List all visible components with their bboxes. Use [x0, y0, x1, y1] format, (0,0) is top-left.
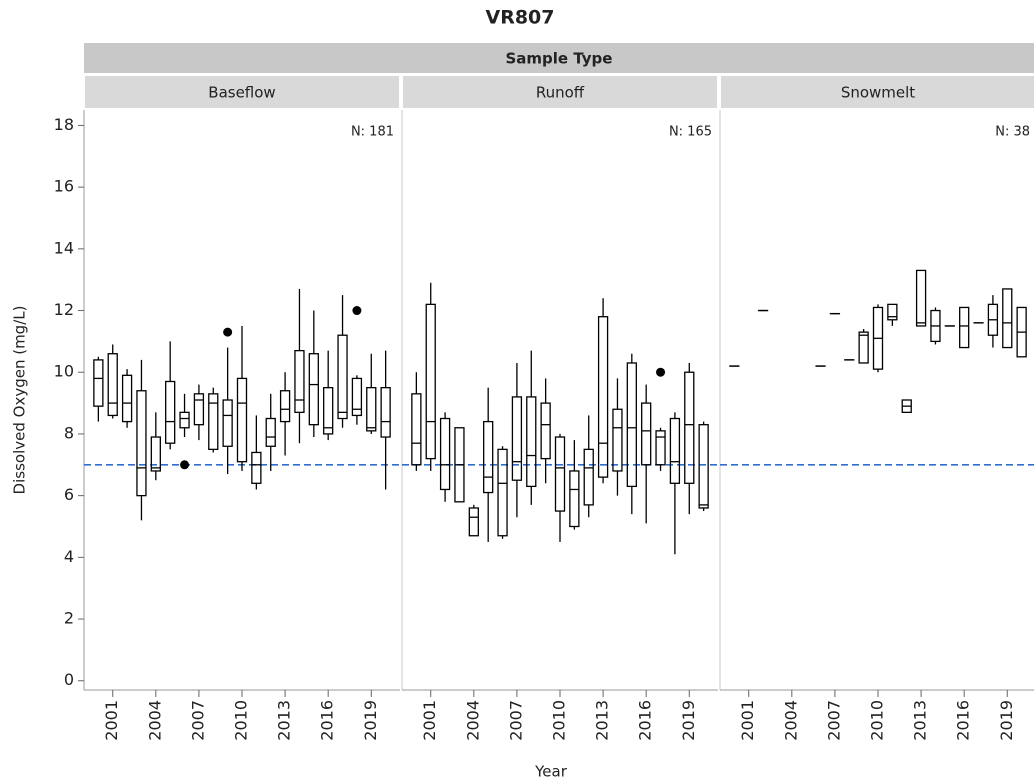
box	[684, 371, 695, 484]
facet-label: Runoff	[536, 84, 585, 102]
box	[366, 387, 377, 432]
facet-label: Snowmelt	[841, 84, 915, 102]
x-tick-label: 2019	[679, 700, 698, 741]
x-tick-label: 2013	[911, 700, 930, 741]
box	[468, 507, 479, 537]
n-label: N: 181	[351, 125, 394, 140]
box	[698, 424, 709, 509]
box	[1002, 288, 1013, 349]
x-tick-label: 2016	[954, 700, 973, 741]
facet-label: Baseflow	[208, 84, 275, 102]
x-tick-label: 2004	[781, 700, 800, 741]
box	[439, 417, 451, 491]
x-tick-label: 2007	[188, 700, 207, 741]
y-tick-label: 2	[64, 609, 74, 628]
box	[351, 377, 363, 417]
box	[193, 393, 205, 426]
outlier	[223, 327, 233, 337]
y-tick-label: 6	[64, 485, 74, 504]
box	[136, 390, 147, 497]
facet-label-bg	[85, 76, 399, 108]
y-tick-label: 12	[54, 300, 74, 319]
box	[569, 470, 580, 528]
box	[337, 334, 348, 420]
box	[626, 362, 637, 488]
box	[669, 417, 681, 484]
box	[294, 349, 305, 413]
box	[236, 377, 248, 463]
box	[222, 399, 233, 447]
box	[308, 353, 319, 426]
box	[641, 402, 652, 466]
box	[526, 396, 537, 488]
box	[540, 402, 551, 460]
facet-band	[84, 43, 1034, 73]
x-tick-label: 2007	[506, 700, 525, 741]
x-tick-label: 2004	[463, 700, 482, 741]
y-tick-label: 4	[64, 547, 74, 566]
outlier	[180, 460, 190, 470]
x-tick-label: 2010	[232, 700, 251, 741]
x-axis-label: Year	[534, 763, 568, 781]
y-axis-label: Dissolved Oxygen (mg/L)	[11, 306, 29, 495]
x-tick-label: 2001	[102, 700, 121, 741]
box	[265, 417, 276, 447]
box	[107, 353, 118, 417]
x-tick-label: 2007	[824, 700, 843, 741]
outlier	[656, 367, 666, 377]
y-tick-label: 0	[64, 670, 74, 689]
box	[497, 448, 508, 537]
box	[655, 430, 666, 466]
facet-label-bg	[721, 76, 1034, 108]
box	[425, 303, 436, 460]
box	[165, 380, 176, 444]
box	[93, 359, 104, 407]
x-tick-label: 2010	[868, 700, 887, 741]
box	[251, 451, 262, 484]
box	[179, 411, 190, 429]
box	[411, 393, 422, 466]
box	[959, 306, 970, 349]
y-tick-label: 8	[64, 423, 74, 442]
box	[554, 436, 566, 512]
box	[483, 420, 494, 494]
x-tick-label: 2016	[636, 700, 655, 741]
box	[612, 408, 623, 472]
box	[279, 390, 291, 423]
box	[150, 436, 161, 472]
box	[323, 387, 334, 435]
x-tick-label: 2016	[318, 700, 337, 741]
x-tick-label: 2010	[550, 700, 569, 741]
n-label: N: 165	[669, 125, 712, 140]
x-tick-label: 2001	[420, 700, 439, 741]
x-tick-label: 2013	[593, 700, 612, 741]
facet-header: Sample Type	[506, 50, 613, 68]
n-label: N: 38	[995, 125, 1030, 140]
outlier	[352, 306, 362, 316]
x-tick-label: 2004	[145, 700, 164, 741]
y-tick-label: 18	[54, 115, 74, 134]
box	[597, 316, 609, 478]
box	[380, 387, 391, 438]
x-tick-label: 2019	[997, 700, 1016, 741]
box	[208, 393, 219, 451]
box	[121, 374, 133, 423]
box	[887, 303, 898, 321]
y-tick-label: 16	[54, 177, 74, 196]
box	[858, 331, 869, 364]
box	[583, 448, 594, 506]
y-tick-label: 14	[54, 238, 74, 257]
box	[915, 269, 927, 327]
chart-title: VR807	[486, 7, 555, 29]
x-tick-label: 2013	[275, 700, 294, 741]
facet-label-bg	[403, 76, 717, 108]
box	[511, 396, 523, 481]
x-tick-label: 2001	[738, 700, 757, 741]
y-tick-label: 10	[54, 362, 74, 381]
x-tick-label: 2019	[361, 700, 380, 741]
